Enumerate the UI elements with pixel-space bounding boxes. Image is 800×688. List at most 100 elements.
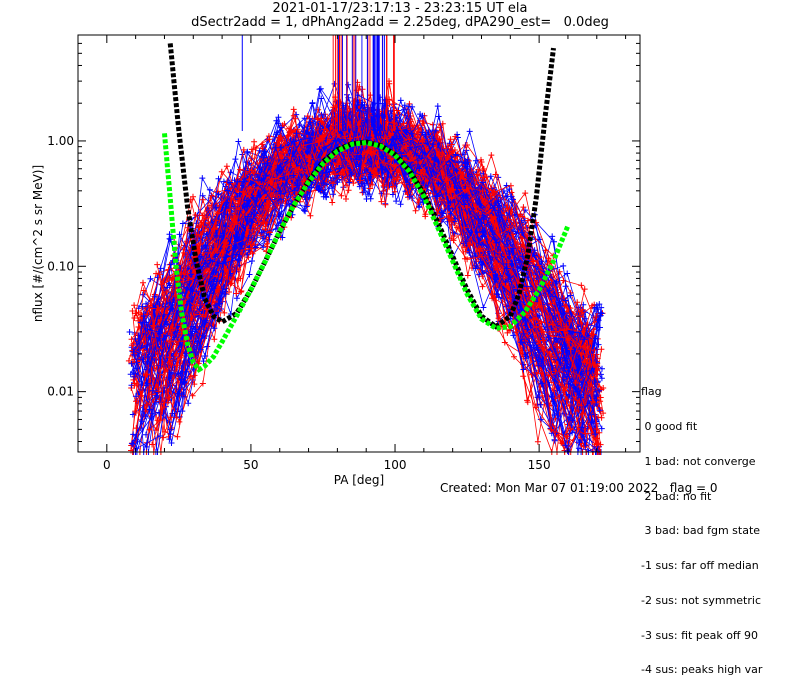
trace-point <box>358 180 365 187</box>
trace-point <box>598 346 605 353</box>
trace-point <box>179 220 186 227</box>
trace-point <box>307 212 314 219</box>
trace-point <box>412 207 419 214</box>
trace-point <box>153 270 160 277</box>
trace-point <box>380 182 387 189</box>
trace-point <box>551 412 558 418</box>
trace-point <box>434 103 441 110</box>
trace-point <box>338 192 345 199</box>
trace-point <box>464 272 471 279</box>
trace-point <box>248 146 255 153</box>
trace-point <box>315 106 322 113</box>
trace-point <box>211 336 218 343</box>
trace-point <box>199 380 206 387</box>
trace-point <box>397 201 404 208</box>
trace-point <box>425 129 432 136</box>
trace-point <box>273 117 280 124</box>
trace-point <box>345 81 352 88</box>
trace-point <box>131 315 138 321</box>
trace-point <box>176 418 183 425</box>
trace-point <box>578 282 585 289</box>
trace-point <box>365 191 372 198</box>
trace-point <box>359 86 366 93</box>
trace-point <box>378 198 385 205</box>
trace-point <box>276 213 283 220</box>
trace-point <box>476 271 483 278</box>
trace-point <box>189 392 196 399</box>
trace-point <box>223 163 230 170</box>
trace-point <box>200 358 207 365</box>
trace-point <box>598 414 605 421</box>
trace-point <box>581 286 588 293</box>
trace-point <box>140 279 146 286</box>
trace-point <box>369 181 376 188</box>
trace-point <box>147 275 154 282</box>
trace-point <box>520 373 527 380</box>
trace-point <box>525 217 531 224</box>
trace-point <box>356 83 363 90</box>
trace-point <box>202 353 209 359</box>
trace-point <box>343 196 349 202</box>
trace-point <box>597 398 604 405</box>
trace-point <box>472 157 479 164</box>
trace-point <box>534 438 541 445</box>
trace-point <box>331 80 338 87</box>
trace-point <box>290 106 297 113</box>
trace-point <box>288 214 295 221</box>
trace-point <box>235 138 242 145</box>
trace-point <box>524 397 531 404</box>
trace-point <box>551 238 557 245</box>
trace-point <box>520 204 527 211</box>
trace-point <box>487 173 494 180</box>
trace-point <box>329 199 336 206</box>
trace-point <box>130 376 137 383</box>
trace-point <box>382 201 389 208</box>
trace-point <box>567 292 574 299</box>
trace-point <box>406 100 413 107</box>
trace-point <box>480 304 487 311</box>
trace-point <box>174 433 181 440</box>
trace-point <box>537 416 544 423</box>
trace-point <box>226 289 232 295</box>
trace-point <box>466 128 473 135</box>
trace-point <box>131 302 138 309</box>
trace-point <box>560 262 567 269</box>
trace-point <box>252 244 259 251</box>
trace-point <box>330 191 336 198</box>
trace-point <box>140 287 147 294</box>
trace-point <box>549 233 556 240</box>
trace-point <box>438 216 445 223</box>
trace-point <box>187 373 194 380</box>
trace-point <box>536 236 543 243</box>
trace-point <box>598 425 605 432</box>
trace-point <box>343 182 350 189</box>
trace-point <box>125 357 132 364</box>
trace-point <box>185 400 192 407</box>
trace-point <box>435 113 442 120</box>
trace-point <box>279 234 286 241</box>
trace-point <box>251 138 258 145</box>
trace-point <box>199 175 206 182</box>
trace-point <box>488 152 495 159</box>
trace-point <box>126 329 133 335</box>
trace-point <box>522 190 529 197</box>
trace-point <box>479 283 486 290</box>
trace-point <box>275 114 282 121</box>
trace-point <box>562 283 569 290</box>
trace-point <box>302 208 309 215</box>
trace-point <box>266 136 273 143</box>
trace-point <box>363 196 370 202</box>
trace-point <box>450 229 457 236</box>
trace-point <box>317 85 324 92</box>
trace-point <box>556 268 563 275</box>
trace-point <box>579 306 586 313</box>
trace-point <box>233 295 240 302</box>
trace-point <box>400 120 407 127</box>
trace-point <box>393 198 400 205</box>
trace-point <box>309 100 316 107</box>
trace-point <box>246 271 253 278</box>
trace-point <box>249 258 255 264</box>
measurement-traces <box>125 35 607 455</box>
trace-point <box>154 261 161 268</box>
trace-point <box>598 375 605 382</box>
